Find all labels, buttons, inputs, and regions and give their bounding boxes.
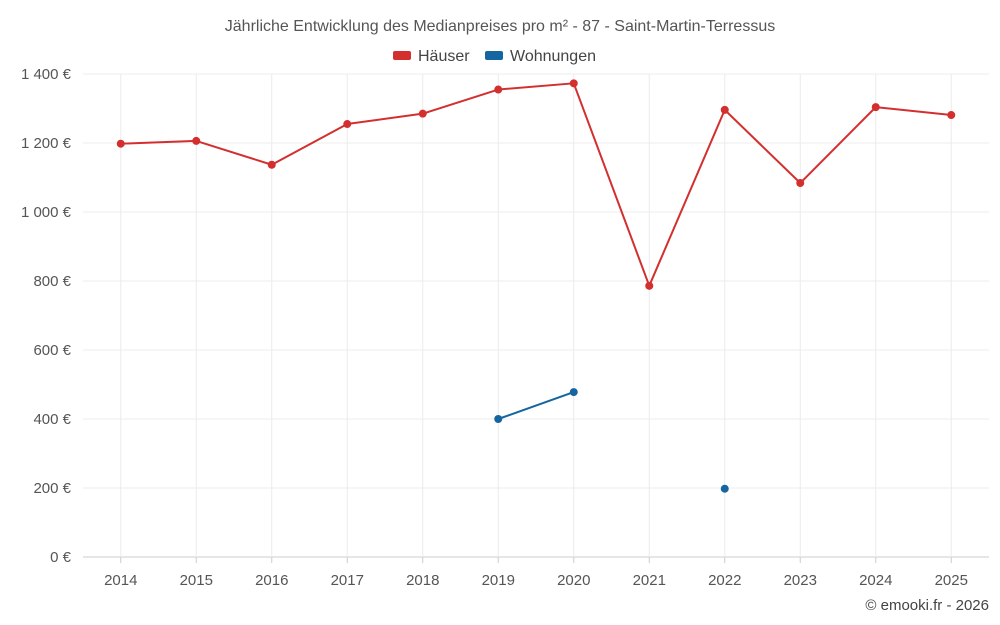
- data-point[interactable]: [116, 139, 125, 148]
- data-point[interactable]: [569, 388, 578, 397]
- series-line: [497, 391, 575, 420]
- y-tick-label: 0 €: [50, 549, 72, 566]
- credit-text: © emooki.fr - 2026: [865, 597, 989, 614]
- y-tick-label: 600 €: [33, 342, 71, 359]
- chart-title: Jährliche Entwicklung des Medianpreises …: [225, 18, 775, 35]
- x-axis-ticks: 2014 2015 2016 2017 2018 2019 2020 2021 2022 2023…: [104, 572, 968, 589]
- data-point[interactable]: [192, 136, 201, 145]
- x-tick-label: 2015: [180, 572, 213, 589]
- series: [116, 79, 956, 493]
- x-tick-label: 2014: [104, 572, 137, 589]
- legend-item-haeuser[interactable]: Häuser: [393, 48, 470, 65]
- data-point[interactable]: [720, 484, 729, 493]
- y-axis-ticks: 0 € 200 € 400 € 600 € 800 € 1 000 € 1 200 € 1 4…: [21, 66, 72, 566]
- x-tick-label: 2023: [784, 572, 817, 589]
- y-tick-label: 800 €: [33, 273, 71, 290]
- y-tick-label: 1 400 €: [21, 66, 72, 83]
- data-point[interactable]: [871, 103, 880, 112]
- x-tick-label: 2019: [482, 572, 515, 589]
- data-point[interactable]: [267, 160, 276, 169]
- legend-swatch-wohnungen: [485, 51, 503, 60]
- data-point[interactable]: [494, 415, 503, 423]
- y-tick-label: 200 €: [33, 480, 71, 497]
- data-point[interactable]: [947, 111, 956, 120]
- y-tick-label: 1 000 €: [21, 204, 72, 221]
- x-tick-label: 2022: [708, 572, 741, 589]
- data-point[interactable]: [494, 85, 503, 94]
- x-tick-label: 2016: [255, 572, 288, 589]
- legend: Häuser Wohnungen: [393, 48, 596, 65]
- y-tick-label: 1 200 €: [21, 135, 72, 152]
- data-point[interactable]: [796, 179, 805, 188]
- x-tick-label: 2021: [633, 572, 666, 589]
- x-tick-label: 2018: [406, 572, 439, 589]
- data-point[interactable]: [720, 105, 729, 114]
- legend-label-haeuser: Häuser: [418, 48, 470, 65]
- data-point[interactable]: [418, 109, 427, 118]
- data-point[interactable]: [569, 79, 578, 88]
- series-häuser: [116, 79, 956, 290]
- x-tick-label: 2024: [859, 572, 892, 589]
- data-point[interactable]: [645, 281, 654, 290]
- x-tick-label: 2020: [557, 572, 590, 589]
- legend-item-wohnungen[interactable]: Wohnungen: [485, 48, 596, 65]
- series-line: [120, 82, 952, 287]
- x-tick-label: 2025: [935, 572, 968, 589]
- y-tick-label: 400 €: [33, 411, 71, 428]
- legend-label-wohnungen: Wohnungen: [510, 48, 596, 65]
- grid: [83, 73, 989, 563]
- series-wohnungen: [494, 388, 729, 493]
- x-tick-label: 2017: [331, 572, 364, 589]
- legend-swatch-haeuser: [393, 51, 411, 60]
- data-point[interactable]: [343, 120, 352, 129]
